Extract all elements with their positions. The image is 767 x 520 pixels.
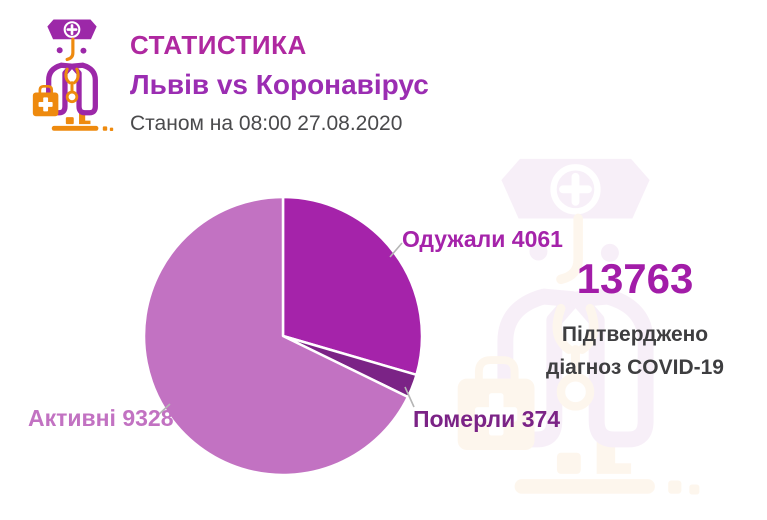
total-confirmed-caption: Підтверджено діагноз COVID-19: [533, 318, 737, 384]
pie-label-recovered: Одужали 4061: [402, 226, 563, 252]
total-confirmed-count: 13763: [576, 255, 694, 302]
page-title: СТАТИСТИКА: [130, 30, 307, 60]
summary-block: 13763 Підтверджено діагноз COVID-19: [533, 255, 737, 384]
caption-line-2: діагноз COVID-19: [546, 356, 724, 380]
doctor-icon: [28, 14, 116, 134]
page-subtitle: Львів vs Коронавірус: [130, 69, 429, 100]
caption-line-1: Підтверджено: [561, 323, 709, 347]
pie-chart: [142, 195, 424, 477]
timestamp: Станом на 08:00 27.08.2020: [130, 112, 403, 135]
pie-label-active: Активні 9328: [28, 405, 174, 431]
pie-label-died: Померли 374: [413, 406, 561, 432]
